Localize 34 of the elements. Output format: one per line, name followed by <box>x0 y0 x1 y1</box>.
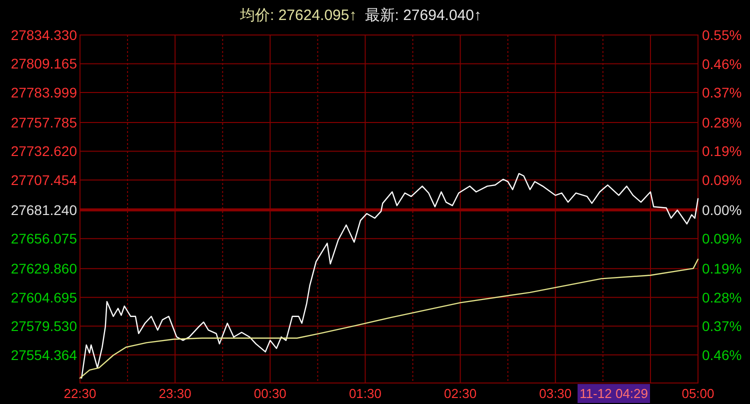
y2-tick-label: 0.37% <box>702 84 742 101</box>
y2-tick-label: 0.00% <box>702 202 742 218</box>
y-tick-label: 27681.240 <box>10 202 78 218</box>
y2-tick-label: 0.46% <box>702 346 742 363</box>
y-tick-label: 27554.364 <box>10 346 78 363</box>
y-tick-label: 27604.695 <box>10 289 78 306</box>
y-tick-label: 27809.165 <box>10 56 78 72</box>
x-tick-label: 03:30 <box>539 386 572 401</box>
y2-tick-label: 0.28% <box>702 289 742 306</box>
x-tick-label: 01:30 <box>348 386 382 401</box>
text: 11-12 04:29 <box>580 386 648 401</box>
y2-tick-label: 0.28% <box>702 114 742 130</box>
y-tick-label: 27707.454 <box>10 172 78 188</box>
y-tick-label: 27656.075 <box>10 230 78 247</box>
y2-tick-label: 0.19% <box>702 143 742 160</box>
y2-tick-label: 0.55% <box>702 27 742 43</box>
x-tick-label: 02:30 <box>444 386 477 401</box>
chart-title: 均价: 27624.095↑ <box>239 7 357 24</box>
y2-tick-label: 0.09% <box>702 230 742 247</box>
chart-subtitle: 最新: 27694.040↑ <box>364 7 482 24</box>
y-tick-label: 27834.330 <box>10 27 78 43</box>
y2-tick-label: 0.37% <box>702 318 742 334</box>
y2-tick-label: 0.46% <box>702 56 742 72</box>
y-tick-label: 27783.999 <box>10 84 78 100</box>
y2-tick-label: 0.09% <box>702 172 742 188</box>
x-tick-label: 00:30 <box>254 386 286 401</box>
y-tick-label: 27629.860 <box>10 260 78 277</box>
x-tick-label: 22:30 <box>64 386 96 401</box>
y-tick-label: 27579.530 <box>10 318 78 334</box>
y-tick-label: 27732.620 <box>10 143 78 160</box>
x-tick-label: 05:00 <box>682 386 714 401</box>
x-tick-label: 23:30 <box>158 386 192 401</box>
y2-tick-label: 0.19% <box>702 260 742 277</box>
y-tick-label: 27757.785 <box>10 114 78 130</box>
